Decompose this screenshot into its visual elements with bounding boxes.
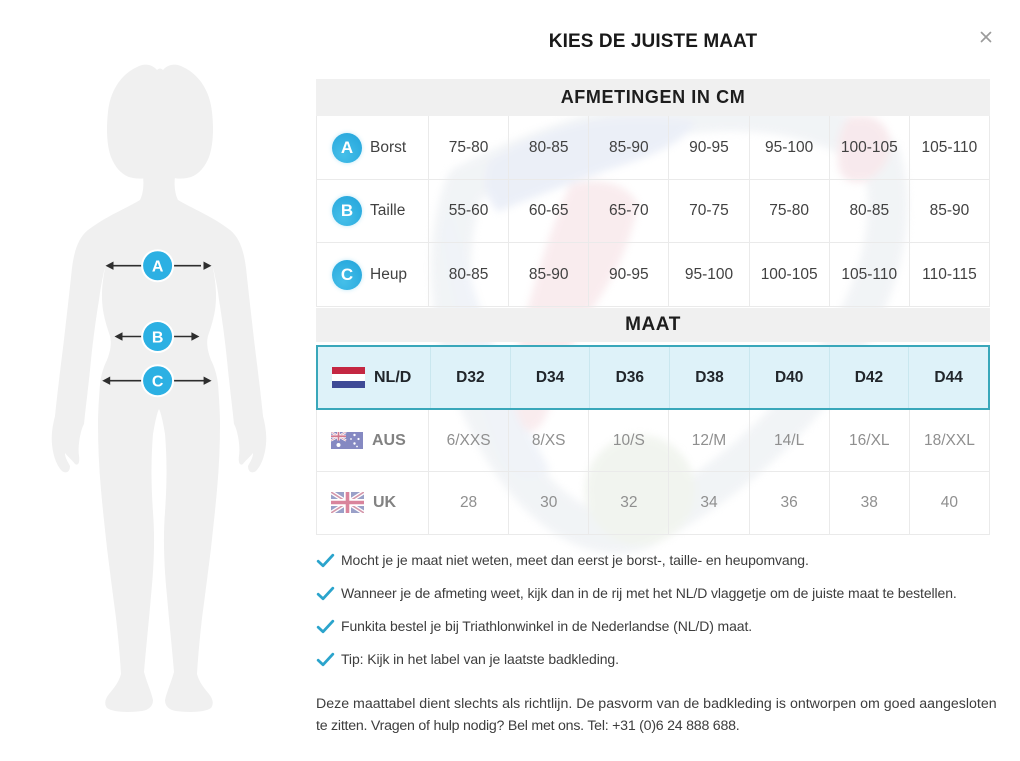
svg-text:B: B — [152, 329, 164, 346]
svg-text:A: A — [152, 259, 164, 276]
svg-text:C: C — [152, 374, 164, 391]
